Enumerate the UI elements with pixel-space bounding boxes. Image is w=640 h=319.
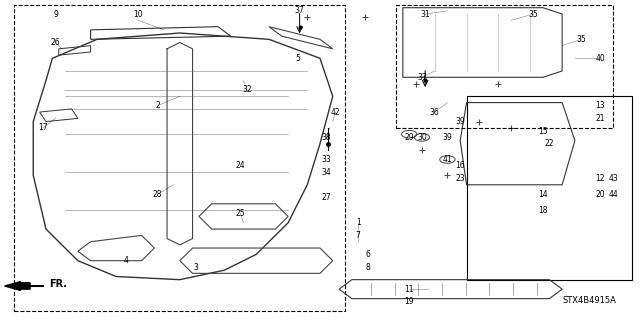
Text: 39: 39 xyxy=(455,117,465,126)
Text: 16: 16 xyxy=(456,161,465,170)
Text: 29: 29 xyxy=(404,133,414,142)
Text: 13: 13 xyxy=(596,101,605,110)
Text: 21: 21 xyxy=(596,114,605,123)
Text: 37: 37 xyxy=(295,6,305,15)
Text: 42: 42 xyxy=(330,108,340,116)
Text: 4: 4 xyxy=(124,256,128,265)
Text: 35: 35 xyxy=(529,10,538,19)
Text: 2: 2 xyxy=(155,101,160,110)
Text: 1: 1 xyxy=(356,218,360,227)
Text: 39: 39 xyxy=(443,133,452,142)
Text: 7: 7 xyxy=(356,231,361,240)
Text: 30: 30 xyxy=(417,133,427,142)
Text: 17: 17 xyxy=(38,123,47,132)
Text: 22: 22 xyxy=(545,139,554,148)
FancyArrow shape xyxy=(4,282,30,290)
Text: 40: 40 xyxy=(595,54,605,63)
Text: FR.: FR. xyxy=(49,279,67,289)
Text: 18: 18 xyxy=(538,206,548,215)
Text: 3: 3 xyxy=(193,263,198,271)
Text: 27: 27 xyxy=(321,193,331,202)
Text: 28: 28 xyxy=(153,190,163,199)
Text: 37: 37 xyxy=(417,73,427,82)
Text: 31: 31 xyxy=(420,10,430,19)
Text: 25: 25 xyxy=(236,209,245,218)
Text: 24: 24 xyxy=(236,161,245,170)
Text: 26: 26 xyxy=(51,38,60,47)
Text: 35: 35 xyxy=(577,35,586,44)
Text: 14: 14 xyxy=(538,190,548,199)
Text: 41: 41 xyxy=(443,155,452,164)
Bar xyxy=(467,96,632,280)
Bar xyxy=(14,4,346,311)
Text: 12: 12 xyxy=(596,174,605,183)
Text: 23: 23 xyxy=(456,174,465,183)
Text: 36: 36 xyxy=(430,108,440,116)
Text: 43: 43 xyxy=(608,174,618,183)
Text: 15: 15 xyxy=(538,127,548,136)
Text: 20: 20 xyxy=(596,190,605,199)
Text: 44: 44 xyxy=(608,190,618,199)
Text: 33: 33 xyxy=(321,155,332,164)
Text: 8: 8 xyxy=(365,263,370,271)
Text: 34: 34 xyxy=(321,168,332,177)
Text: STX4B4915A: STX4B4915A xyxy=(563,296,616,305)
Bar xyxy=(396,4,613,128)
Text: 19: 19 xyxy=(404,297,414,306)
Text: 10: 10 xyxy=(134,10,143,19)
Text: 32: 32 xyxy=(242,85,252,94)
Text: 9: 9 xyxy=(53,10,58,19)
Text: 6: 6 xyxy=(365,250,370,259)
Text: 5: 5 xyxy=(295,54,300,63)
Text: 11: 11 xyxy=(404,285,414,294)
Text: 38: 38 xyxy=(321,133,331,142)
